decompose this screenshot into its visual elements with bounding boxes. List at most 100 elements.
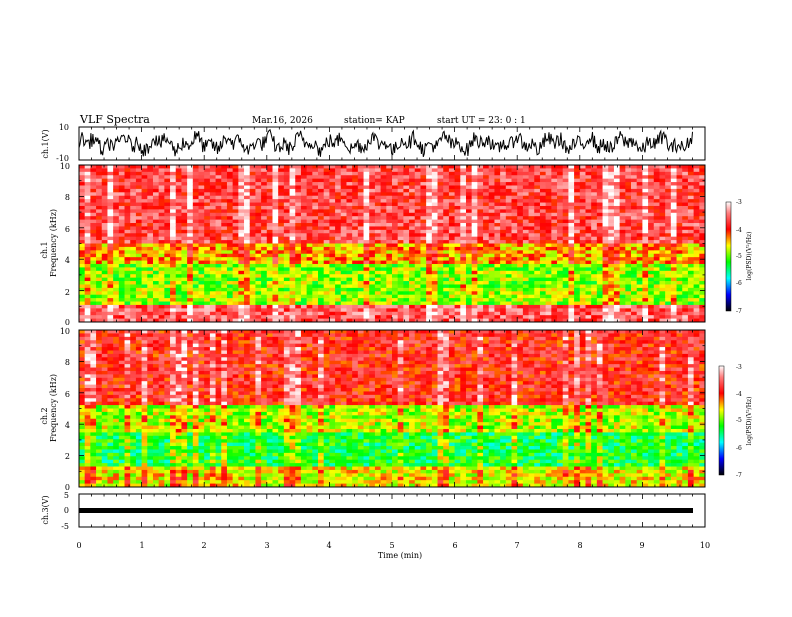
spectrogram-cell — [323, 281, 330, 285]
spectrogram-cell — [283, 202, 290, 207]
spectrogram-cell — [96, 175, 103, 180]
spectrogram-cell — [226, 291, 234, 296]
spectrogram-cell — [528, 253, 535, 258]
spectrogram-cell — [158, 287, 165, 292]
spectrogram-cell — [147, 219, 154, 224]
spectrogram-cell — [613, 304, 621, 309]
spectrogram-cell — [676, 229, 683, 234]
spectrogram-cell — [579, 229, 586, 234]
spectrogram-cell — [357, 270, 364, 275]
spectrogram-cell — [147, 212, 154, 217]
spectrogram-cell — [460, 318, 467, 323]
spectrogram-cell — [687, 168, 695, 173]
spectrogram-cell — [96, 205, 103, 210]
spectrogram-cell — [653, 243, 660, 248]
spectrogram-cell — [465, 253, 473, 258]
spectrogram-cell — [579, 281, 586, 285]
spectrogram-cell — [369, 171, 376, 176]
spectrogram-cell — [261, 298, 268, 302]
spectrogram-cell — [340, 308, 347, 313]
spectrogram-cell — [323, 246, 330, 251]
spectrogram-cell — [255, 281, 262, 285]
spectrogram-cell — [221, 205, 228, 210]
spectrogram-cell — [135, 315, 142, 319]
spectrogram-cell — [465, 240, 473, 244]
spectrogram-cell — [266, 202, 273, 207]
spectrogram-cell — [665, 216, 672, 221]
spectrogram-cell — [249, 308, 256, 313]
spectrogram-cell — [477, 182, 484, 186]
spectrogram-cell — [494, 182, 501, 186]
spectrogram-cell — [215, 284, 222, 289]
spectrogram-cell — [158, 253, 165, 258]
spectrogram-cell — [323, 229, 330, 234]
spectrogram-cell — [670, 281, 677, 285]
spectrogram-cell — [352, 267, 359, 272]
spectrogram-cell — [636, 250, 643, 255]
spectrogram-cell — [619, 202, 626, 207]
spectrogram-cell — [608, 216, 615, 221]
spectrogram-cell — [665, 182, 672, 186]
spectrogram-cell — [392, 229, 399, 234]
spectrogram-cell — [483, 185, 490, 190]
spectrogram-cell — [437, 277, 444, 282]
spectrogram-cell — [101, 216, 108, 221]
spectrogram-cell — [300, 205, 308, 210]
spectrogram-cell — [465, 188, 473, 193]
spectrogram-cell — [471, 304, 478, 309]
spectrogram-cell — [272, 246, 279, 251]
spectrogram-cell — [488, 195, 495, 200]
spectrogram-cell — [272, 270, 279, 275]
spectrogram-cell — [665, 284, 672, 289]
spectrogram-cell — [226, 185, 234, 190]
spectrogram-cell — [471, 185, 478, 190]
spectrogram-cell — [539, 246, 547, 251]
spectrogram-cell — [534, 263, 541, 268]
spectrogram-cell — [574, 287, 581, 292]
spectrogram-cell — [357, 236, 364, 241]
spectrogram-cell — [141, 284, 148, 289]
spectrogram-cell — [164, 298, 171, 302]
spectrogram-cell — [152, 223, 160, 227]
spectrogram-cell — [306, 233, 313, 238]
ch1-spectrogram-panel: 0 2 4 6 8 10 ch.1 Frequency (kHz) -3 -4 … — [40, 162, 753, 327]
spectrogram-cell — [534, 233, 541, 238]
spectrogram-cell — [346, 263, 353, 268]
spectrogram-cell — [107, 202, 114, 207]
spectrogram-cell — [198, 315, 205, 319]
spectrogram-cell — [494, 199, 501, 203]
spectrogram-cell — [312, 219, 319, 224]
spectrogram-cell — [505, 229, 512, 234]
spectrogram-cell — [619, 308, 626, 313]
spectrogram-cell — [613, 171, 621, 176]
spectrogram-cell — [454, 270, 461, 275]
spectrogram-cell — [437, 195, 444, 200]
spectrogram-cell — [562, 199, 569, 203]
spectrogram-cell — [374, 192, 382, 197]
spectrogram-cell — [460, 219, 467, 224]
spectrogram-cell — [557, 298, 564, 302]
spectrogram-cell — [483, 243, 490, 248]
spectrogram-cell — [585, 236, 592, 241]
spectrogram-cell — [96, 178, 103, 183]
spectrogram-cell — [659, 246, 666, 251]
spectrogram-cell — [369, 315, 376, 319]
spectrogram-cell — [591, 301, 598, 306]
spectrogram-cell — [534, 308, 541, 313]
spectrogram-cell — [403, 315, 410, 319]
spectrogram-cell — [329, 294, 336, 299]
spectrogram-cell — [221, 246, 228, 251]
spectrogram-cell — [557, 168, 564, 173]
spectrogram-cell — [346, 182, 353, 186]
spectrogram-cell — [534, 281, 541, 285]
spectrogram-cell — [135, 212, 142, 217]
spectrogram-cell — [198, 185, 205, 190]
spectrogram-cell — [568, 267, 575, 272]
spectrogram-cell — [249, 298, 256, 302]
spectrogram-cell — [192, 185, 199, 190]
spectrogram-cell — [403, 168, 410, 173]
spectrogram-cell — [488, 291, 495, 296]
spectrogram-cell — [357, 287, 364, 292]
spectrogram-cell — [551, 171, 558, 176]
spectrogram-cell — [602, 281, 609, 285]
